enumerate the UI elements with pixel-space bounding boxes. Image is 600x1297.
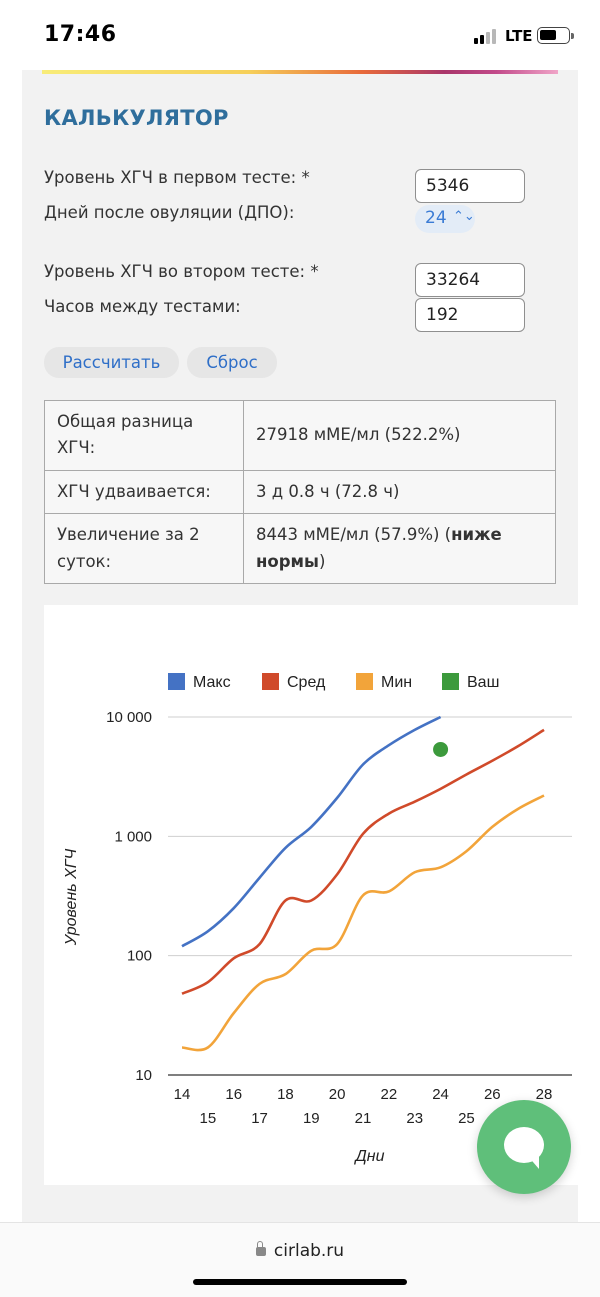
legend-swatch xyxy=(356,673,373,690)
x-tick-label: 28 xyxy=(536,1086,553,1103)
x-tick-label: 18 xyxy=(277,1086,294,1103)
network-type: LTE xyxy=(505,27,533,45)
series-line-Макс xyxy=(181,715,442,948)
lock-icon xyxy=(255,1241,266,1256)
x-tick-label: 19 xyxy=(303,1110,320,1127)
hours-input[interactable] xyxy=(415,298,525,332)
result-value: 8443 мМЕ/мл (57.9%) (ниже нормы) xyxy=(243,513,556,584)
x-tick-label: 15 xyxy=(200,1110,217,1127)
x-tick-label: 23 xyxy=(406,1110,423,1127)
x-tick-label: 20 xyxy=(329,1086,346,1103)
y-tick-label: 100 xyxy=(127,948,152,965)
first-test-input[interactable] xyxy=(415,169,525,203)
chevron-updown-icon: ⌃⌄ xyxy=(453,209,475,224)
legend-swatch xyxy=(168,673,185,690)
second-test-label: Уровень ХГЧ во втором тесте: * xyxy=(44,262,319,281)
status-time: 17:46 xyxy=(44,22,117,47)
header-banner xyxy=(42,70,558,74)
dpo-label: Дней после овуляции (ДПО): xyxy=(44,203,295,222)
legend-label: Макс xyxy=(193,674,231,691)
home-indicator[interactable] xyxy=(193,1279,407,1285)
calculate-button[interactable]: Рассчитать xyxy=(44,347,179,378)
series-line-Сред xyxy=(181,728,545,995)
x-axis-title: Дни xyxy=(354,1148,385,1165)
legend-swatch xyxy=(442,673,459,690)
legend-swatch xyxy=(262,673,279,690)
first-test-label: Уровень ХГЧ в первом тесте: * xyxy=(44,168,310,187)
calculator-page: КАЛЬКУЛЯТОР Уровень ХГЧ в первом тесте: … xyxy=(22,70,578,1222)
hcg-chart-svg: 10 100 1 000 10 000 14 15 16 17 18 19 20 21 22 23 24 25… xyxy=(63,673,572,1165)
x-tick-label: 17 xyxy=(251,1110,268,1127)
x-tick-label: 21 xyxy=(355,1110,372,1127)
dpo-select[interactable]: 24 ⌃⌄ xyxy=(415,205,475,233)
table-row: Общая разница ХГЧ: 27918 мМЕ/мл (522.2%) xyxy=(44,400,556,471)
results-table: Общая разница ХГЧ: 27918 мМЕ/мл (522.2%)… xyxy=(44,400,556,584)
y-tick-label: 1 000 xyxy=(114,828,152,845)
calculator-title: КАЛЬКУЛЯТОР xyxy=(44,106,229,130)
result-value-prefix: 8443 мМЕ/мл (57.9%) ( xyxy=(256,525,452,545)
reset-button[interactable]: Сброс xyxy=(187,347,277,378)
result-value: 3 д 0.8 ч (72.8 ч) xyxy=(243,469,556,515)
second-test-input[interactable] xyxy=(415,263,525,297)
result-key: Увеличение за 2 суток: xyxy=(44,513,244,584)
browser-url-bar[interactable]: cirlab.ru xyxy=(0,1222,600,1297)
status-bar: 17:46 LTE xyxy=(0,0,600,70)
x-tick-label: 22 xyxy=(381,1086,398,1103)
result-value: 27918 мМЕ/мл (522.2%) xyxy=(243,400,556,471)
table-row: ХГЧ удваивается: 3 д 0.8 ч (72.8 ч) xyxy=(44,469,556,515)
legend-label: Мин xyxy=(381,674,412,691)
dpo-value: 24 xyxy=(425,208,447,228)
series-line-Мин xyxy=(181,794,545,1052)
result-key: Общая разница ХГЧ: xyxy=(44,400,244,471)
x-tick-label: 14 xyxy=(174,1086,191,1103)
hours-label: Часов между тестами: xyxy=(44,297,241,316)
url-text: cirlab.ru xyxy=(273,1241,345,1261)
y-tick-label: 10 xyxy=(135,1067,152,1084)
data-point-Ваш xyxy=(433,741,449,757)
x-tick-label: 25 xyxy=(458,1110,475,1127)
result-value-suffix: ) xyxy=(318,551,326,571)
result-verdict: ниже нормы xyxy=(256,525,502,571)
y-axis-title: Уровень ХГЧ xyxy=(63,849,80,947)
legend-label: Сред xyxy=(287,674,326,691)
x-tick-label: 26 xyxy=(484,1086,501,1103)
y-tick-label: 10 000 xyxy=(106,709,152,726)
hcg-chart: 10 100 1 000 10 000 14 15 16 17 18 19 20 21 22 23 24 25… xyxy=(44,605,578,1185)
table-row: Увеличение за 2 суток: 8443 мМЕ/мл (57.9… xyxy=(44,513,556,584)
x-tick-label: 24 xyxy=(432,1086,449,1103)
x-tick-label: 16 xyxy=(225,1086,242,1103)
legend-label: Ваш xyxy=(467,674,499,691)
result-key: ХГЧ удваивается: xyxy=(44,469,244,515)
signal-icon xyxy=(474,28,498,44)
chat-button[interactable] xyxy=(477,1100,571,1194)
battery-icon xyxy=(537,27,574,44)
